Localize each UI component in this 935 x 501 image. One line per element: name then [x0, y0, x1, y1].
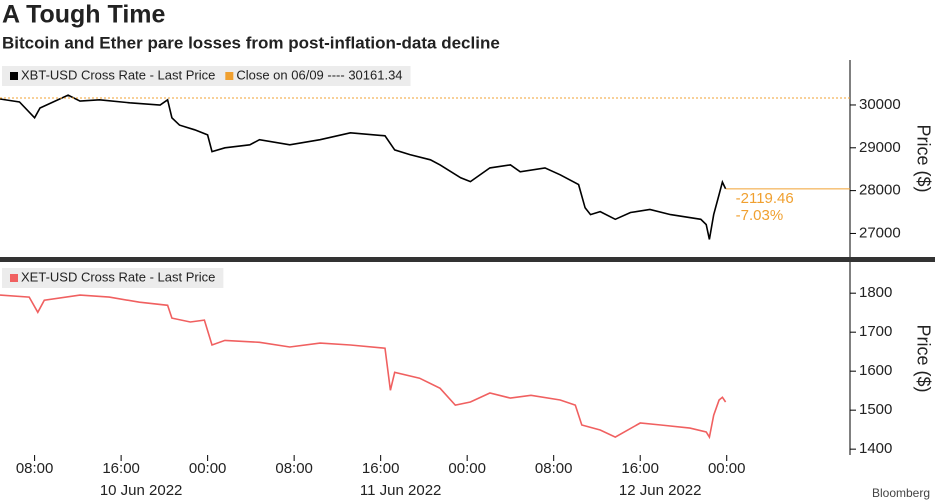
x-tick-label: 00:00: [708, 460, 746, 477]
legend-bg: [2, 66, 411, 86]
x-tick-label: 16:00: [362, 460, 400, 477]
legend-swatch: [10, 274, 18, 282]
x-tick-label: 08:00: [535, 460, 573, 477]
legend-label: XBT-USD Cross Rate - Last Price: [21, 67, 215, 82]
y-tick-label: 1600: [859, 362, 892, 379]
date-label: 10 Jun 2022: [100, 482, 183, 499]
chart-title: A Tough Time: [2, 1, 166, 29]
y-axis-label: Price ($): [913, 324, 933, 392]
y-tick-label: 30000: [859, 96, 901, 113]
y-tick-label: 1500: [859, 401, 892, 418]
legend-bg: [2, 268, 224, 288]
y-axis-label: Price ($): [913, 124, 933, 192]
x-tick-label: 08:00: [16, 460, 54, 477]
y-tick-label: 27000: [859, 224, 901, 241]
change-annotation: -2119.46: [736, 190, 794, 207]
x-tick-label: 00:00: [189, 460, 227, 477]
legend-label: Close on 06/09 ---- 30161.34: [236, 67, 402, 82]
x-tick-label: 00:00: [448, 460, 486, 477]
separator: [0, 257, 935, 262]
y-tick-label: 28000: [859, 182, 901, 199]
y-tick-label: 1700: [859, 323, 892, 340]
x-tick-label: 16:00: [621, 460, 659, 477]
legend-swatch: [225, 72, 234, 80]
legend: XBT-USD Cross Rate - Last Price Close on …: [2, 66, 411, 86]
date-label: 12 Jun 2022: [619, 482, 702, 499]
date-label: 11 Jun 2022: [360, 482, 441, 499]
y-tick-label: 1800: [859, 284, 892, 301]
legend-label: XET-USD Cross Rate - Last Price: [21, 269, 215, 284]
y-tick-label: 29000: [859, 139, 901, 156]
legend: XET-USD Cross Rate - Last Price: [2, 268, 224, 288]
legend-swatch: [10, 72, 18, 80]
x-tick-label: 16:00: [102, 460, 140, 477]
source: Bloomberg: [872, 486, 930, 500]
price-line: [0, 294, 727, 440]
x-tick-label: 08:00: [275, 460, 313, 477]
price-line: [0, 94, 727, 240]
chart-subtitle: Bitcoin and Ether pare losses from post-…: [2, 33, 500, 52]
y-tick-label: 1400: [859, 440, 892, 457]
change-annotation: -7.03%: [736, 207, 784, 224]
